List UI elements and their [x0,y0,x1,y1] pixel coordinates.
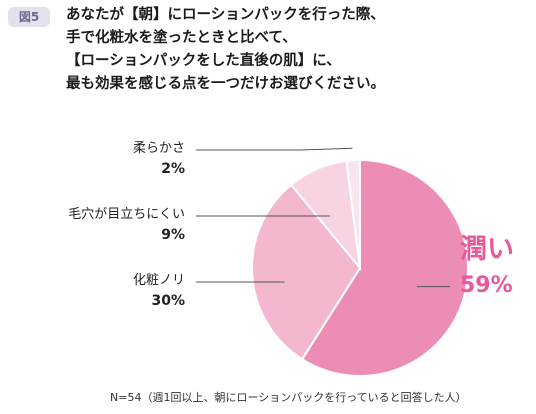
slice-value-label: 9% [161,227,185,243]
slice-value-label: 2% [161,161,185,177]
question-line: 最も効果を感じる点を一つだけお選びください。 [66,76,385,92]
pie-slice [345,158,361,269]
slice-label: 化粧ノリ [133,273,185,288]
sample-note: N=54（週1回以上、朝にローションパックを行っていると回答した人） [110,391,467,404]
slice-value-label: 30% [151,293,185,309]
pie-slice [300,158,469,377]
slice-label: 毛穴が目立ちにくい [68,207,185,222]
slice-label: 柔らかさ [133,141,185,156]
question-text: あなたが【朝】にローションパックを行った際、 手で化粧水を塗ったときと比べて、 … [66,4,528,96]
pie-slice [251,183,362,361]
slice-value-label: 59% [460,273,513,298]
question-line: 【ローションパックをした直後の肌】に、 [66,53,341,69]
leader-line [196,147,353,151]
slice-label: 潤い [460,234,514,265]
question-line: あなたが【朝】にローションパックを行った際、 [66,7,385,23]
figure-badge: 図5 [8,7,50,27]
question-line: 手で化粧水を塗ったときと比べて、 [66,30,297,46]
